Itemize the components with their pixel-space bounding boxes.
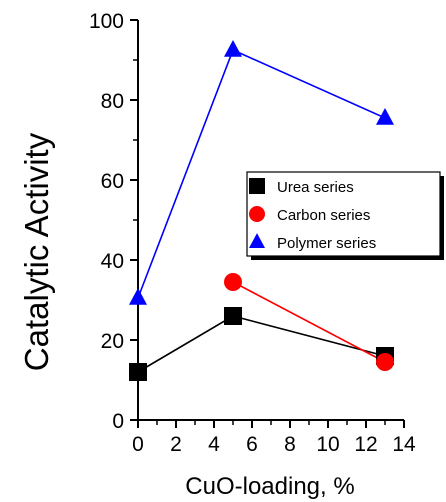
x-tick-label: 2 xyxy=(170,433,182,456)
legend-marker xyxy=(249,233,265,249)
legend-label: Urea series xyxy=(277,179,354,196)
carbon-series-point xyxy=(224,273,242,291)
legend: Urea series Carbon series Polymer series xyxy=(246,171,444,260)
polymer-series-point xyxy=(376,107,394,125)
legend-label: Polymer series xyxy=(277,235,376,252)
x-tick-label: 12 xyxy=(354,433,377,456)
series-markers-layer xyxy=(129,39,394,381)
y-tick-label: 20 xyxy=(101,330,124,353)
legend-marker xyxy=(249,178,265,194)
x-tick-label: 14 xyxy=(392,433,416,456)
legend-label: Carbon series xyxy=(277,207,370,224)
carbon-series-line xyxy=(232,281,386,363)
y-tick-label: 80 xyxy=(101,90,124,113)
urea-series-line xyxy=(137,315,386,373)
carbon-series-point xyxy=(376,353,394,371)
y-axis-label: Catalytic Activity xyxy=(18,132,55,371)
y-tick-label: 100 xyxy=(89,10,124,33)
x-tick-label: 0 xyxy=(132,433,144,456)
y-tick-label: 60 xyxy=(101,170,124,193)
y-tick-label: 40 xyxy=(101,250,124,273)
urea-series-point xyxy=(224,307,242,325)
x-tick-label: 6 xyxy=(246,433,258,456)
axes-layer: 0 20 40 60 80 100 0 2 4 6 8 10 12 14 xyxy=(89,10,416,456)
x-tick-label: 8 xyxy=(284,433,296,456)
polymer-series-point xyxy=(129,287,147,305)
urea-series-point xyxy=(129,363,147,381)
legend-box xyxy=(246,171,441,257)
x-axis-label: CuO-loading, % xyxy=(185,473,354,500)
polymer-series-point xyxy=(224,39,242,57)
y-tick-label: 0 xyxy=(112,410,124,433)
legend-marker xyxy=(249,206,265,222)
x-tick-label: 4 xyxy=(208,433,220,456)
x-tick-label: 10 xyxy=(316,433,339,456)
